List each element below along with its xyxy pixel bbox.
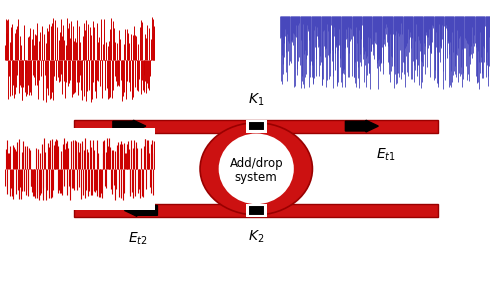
Bar [248,121,265,131]
Text: Add/drop: Add/drop [230,157,283,170]
Text: $E_{t1}$: $E_{t1}$ [376,146,396,163]
Bar [246,204,267,217]
FancyArrow shape [346,120,378,132]
Bar [74,120,438,133]
FancyArrow shape [124,205,158,216]
Ellipse shape [218,133,294,204]
FancyArrow shape [113,120,146,132]
Text: $K_1$: $K_1$ [248,92,264,108]
Text: $E_t$: $E_t$ [132,146,148,163]
Text: system: system [235,171,278,184]
Bar [248,205,265,216]
Bar [246,120,267,133]
Bar [74,204,438,217]
Text: $K_2$: $K_2$ [248,228,264,245]
Text: $E_{t2}$: $E_{t2}$ [128,230,148,247]
Ellipse shape [200,123,312,215]
